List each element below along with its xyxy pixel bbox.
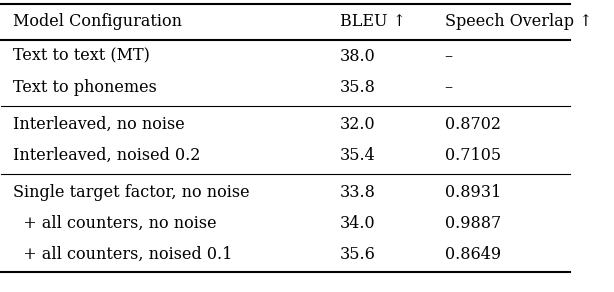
Text: 0.7105: 0.7105 — [445, 147, 501, 164]
Text: 33.8: 33.8 — [340, 184, 376, 201]
Text: Text to text (MT): Text to text (MT) — [13, 48, 150, 65]
Text: + all counters, no noise: + all counters, no noise — [13, 215, 216, 232]
Text: Model Configuration: Model Configuration — [13, 13, 182, 30]
Text: –: – — [445, 48, 453, 65]
Text: BLEU ↑: BLEU ↑ — [340, 13, 406, 30]
Text: 35.4: 35.4 — [340, 147, 375, 164]
Text: 0.9887: 0.9887 — [445, 215, 501, 232]
Text: Interleaved, noised 0.2: Interleaved, noised 0.2 — [13, 147, 200, 164]
Text: Text to phonemes: Text to phonemes — [13, 79, 157, 96]
Text: 32.0: 32.0 — [340, 116, 375, 133]
Text: 34.0: 34.0 — [340, 215, 375, 232]
Text: Interleaved, no noise: Interleaved, no noise — [13, 116, 185, 133]
Text: 0.8649: 0.8649 — [445, 246, 501, 263]
Text: –: – — [445, 79, 453, 96]
Text: + all counters, noised 0.1: + all counters, noised 0.1 — [13, 246, 232, 263]
Text: 35.6: 35.6 — [340, 246, 376, 263]
Text: 35.8: 35.8 — [340, 79, 376, 96]
Text: 38.0: 38.0 — [340, 48, 375, 65]
Text: 0.8702: 0.8702 — [445, 116, 501, 133]
Text: 0.8931: 0.8931 — [445, 184, 501, 201]
Text: Speech Overlap ↑: Speech Overlap ↑ — [445, 13, 593, 30]
Text: Single target factor, no noise: Single target factor, no noise — [13, 184, 249, 201]
